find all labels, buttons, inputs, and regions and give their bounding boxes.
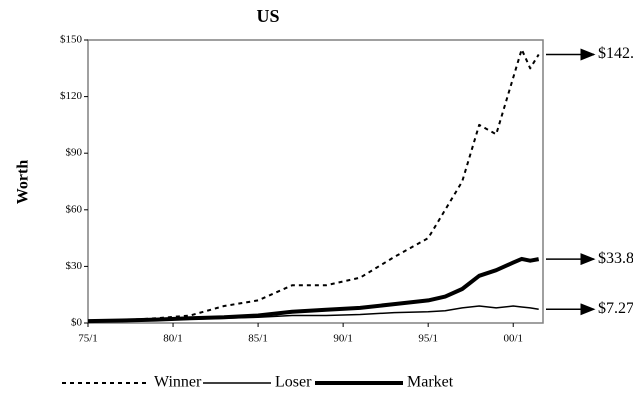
- x-tick-label: 95/1: [418, 333, 438, 345]
- series-line: [87, 48, 540, 323]
- x-tick-label: 90/1: [333, 333, 353, 345]
- x-tick-label: 00/1: [503, 333, 523, 345]
- legend-label: Market: [407, 374, 454, 391]
- x-tick-label: 85/1: [248, 333, 268, 345]
- series-line: [87, 256, 540, 324]
- annotation-label: $7.27: [598, 300, 633, 317]
- y-axis-label: Worth: [15, 160, 32, 205]
- x-tick-label: 75/1: [78, 333, 98, 345]
- y-tick-label: $60: [66, 203, 83, 215]
- y-tick-label: $0: [71, 317, 83, 329]
- annotation-label: $142.29: [598, 45, 633, 62]
- y-tick-label: $30: [66, 260, 83, 272]
- annotation-label: $33.87: [598, 250, 633, 267]
- chart-title: US: [256, 6, 279, 26]
- y-tick-label: $150: [60, 34, 83, 46]
- plot-frame: [87, 39, 544, 324]
- legend-label: Loser: [275, 374, 312, 391]
- y-tick-label: $120: [60, 90, 83, 102]
- y-tick-label: $90: [66, 147, 83, 159]
- x-tick-label: 80/1: [163, 333, 183, 345]
- legend-label: Winner: [154, 374, 202, 391]
